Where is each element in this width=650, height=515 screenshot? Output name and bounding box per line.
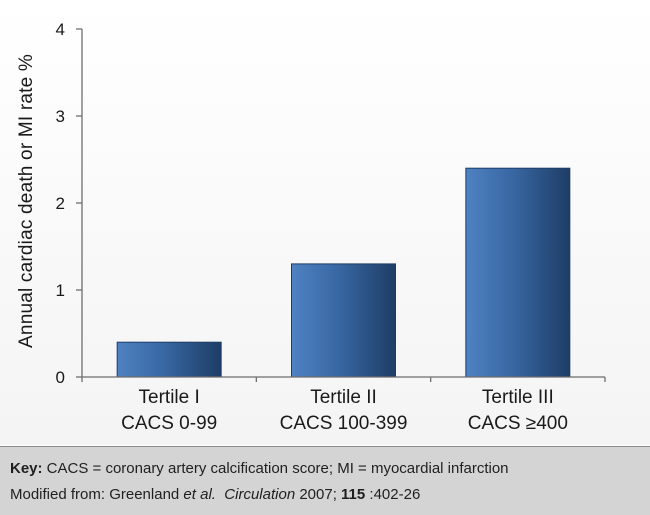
- key-label: Key:: [10, 460, 43, 477]
- y-axis-label: Annual cardiac death or MI rate %: [16, 54, 37, 348]
- x-category-label: CACS ≥400: [468, 413, 568, 434]
- bar-1: [116, 341, 222, 378]
- y-tick-label: 1: [56, 281, 65, 300]
- source-etal: et al.: [183, 486, 216, 503]
- bar-2: [291, 263, 396, 378]
- x-category-label: Tertile II: [310, 387, 377, 408]
- footer-key: Key: CACS = coronary artery calcificatio…: [0, 446, 650, 515]
- source-journal: Circulation: [224, 486, 296, 503]
- x-category-label: Tertile III: [482, 387, 554, 408]
- bar-3: [465, 167, 571, 378]
- y-tick-label: 3: [56, 107, 65, 126]
- x-category-label: CACS 100-399: [280, 413, 408, 434]
- x-category-label: Tertile I: [139, 387, 200, 408]
- source-volume: 115: [341, 486, 366, 503]
- source-prefix: Modified from: Greenland: [10, 486, 184, 503]
- source-line: Modified from: Greenland et al. Circulat…: [10, 482, 640, 508]
- chart-area: 0 1 2 3 4 Tertile I CACS 0-99 Tertile II CACS 1…: [0, 0, 650, 445]
- source-pages: :402-26: [369, 486, 421, 503]
- y-tick-label: 0: [56, 368, 65, 387]
- key-line: Key: CACS = coronary artery calcificatio…: [10, 456, 640, 482]
- x-category-label: CACS 0-99: [121, 413, 217, 434]
- y-tick-label: 2: [56, 194, 65, 213]
- key-text: CACS = coronary artery calcification sco…: [42, 460, 509, 477]
- source-year: 2007;: [295, 486, 342, 503]
- y-tick-label: 4: [56, 20, 65, 39]
- bar-chart: 0 1 2 3 4 Tertile I CACS 0-99 Tertile II CACS 1…: [16, 20, 606, 434]
